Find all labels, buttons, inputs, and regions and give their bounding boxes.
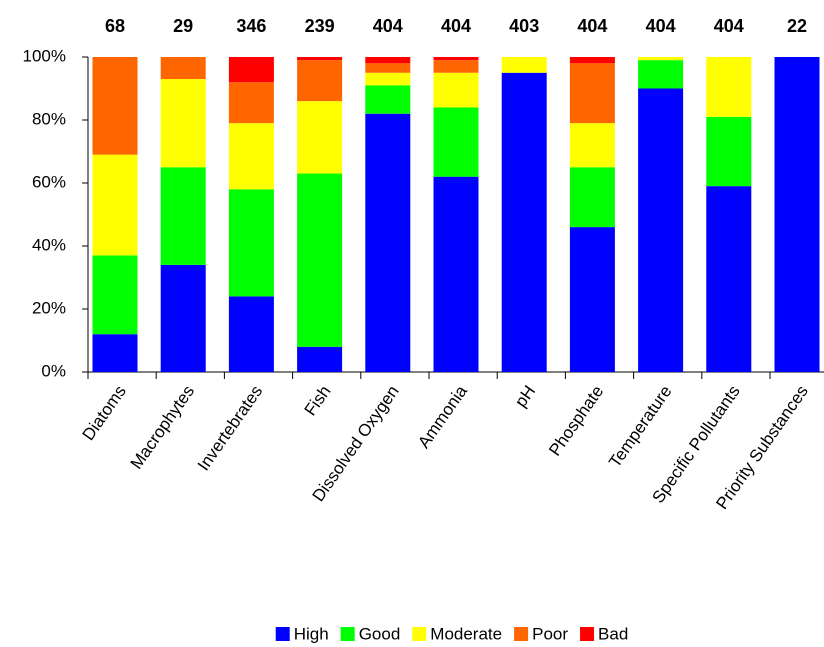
y-tick-label: 80%: [32, 109, 66, 128]
legend-swatch: [412, 627, 427, 641]
bar-segment: [569, 123, 615, 168]
bar-segment: [297, 346, 343, 372]
bar-segment: [638, 88, 684, 372]
y-tick-label: 0%: [41, 361, 66, 380]
bar-segment: [228, 296, 274, 372]
y-tick-label: 40%: [32, 235, 66, 254]
legend-swatch: [580, 627, 595, 641]
legend-label: Bad: [598, 624, 628, 643]
bar-segment: [501, 57, 547, 73]
bar-segment: [569, 63, 615, 124]
bar-segment: [774, 57, 820, 372]
count-label: 404: [646, 16, 676, 36]
legend-swatch: [275, 627, 290, 641]
bar-segment: [297, 101, 343, 174]
bar-segment: [569, 57, 615, 64]
bar-segment: [228, 123, 274, 190]
bar-segment: [569, 167, 615, 228]
x-tick-label: Fish: [301, 382, 335, 419]
bar-segment: [433, 57, 479, 61]
bar-segment: [297, 173, 343, 347]
bar-segment: [160, 264, 206, 372]
y-tick-label: 60%: [32, 172, 66, 191]
x-tick-label: Diatoms: [79, 382, 130, 444]
count-label: 404: [714, 16, 744, 36]
bar-segment: [706, 186, 752, 372]
bar-segment: [569, 227, 615, 372]
legend-label: High: [294, 624, 329, 643]
legend-swatch: [340, 627, 355, 641]
count-label: 239: [305, 16, 335, 36]
bar-segment: [92, 255, 138, 335]
y-tick-label: 20%: [32, 298, 66, 317]
bar-segment: [433, 72, 479, 108]
count-label: 404: [373, 16, 403, 36]
bar-segment: [365, 85, 411, 114]
bar-segment: [433, 176, 479, 372]
x-tick-label: Macrophytes: [127, 382, 198, 473]
bar-segment: [160, 57, 206, 80]
bar-segment: [501, 72, 547, 372]
bar-segment: [433, 107, 479, 177]
count-label: 403: [509, 16, 539, 36]
bar-segment: [297, 57, 343, 61]
count-label: 346: [236, 16, 266, 36]
count-label: 404: [577, 16, 607, 36]
bar-segment: [92, 154, 138, 256]
bar-segment: [365, 63, 411, 73]
legend-label: Poor: [532, 624, 568, 643]
bar-segment: [638, 57, 684, 61]
bar-segment: [365, 113, 411, 372]
bar-segment: [433, 60, 479, 73]
legend-label: Good: [359, 624, 401, 643]
bar-segment: [638, 60, 684, 89]
bar-segment: [92, 57, 138, 155]
count-label: 29: [173, 16, 193, 36]
bar-segment: [365, 72, 411, 86]
x-tick-label: Temperature: [605, 382, 675, 471]
bar-segment: [160, 167, 206, 265]
legend: High Good Moderate Poor Bad: [275, 624, 628, 643]
bar-segment: [706, 116, 752, 187]
bar-segment: [365, 57, 411, 64]
bar-segment: [92, 334, 138, 372]
bar-segment: [297, 60, 343, 102]
count-label: 22: [787, 16, 807, 36]
bar-segment: [228, 57, 274, 83]
y-tick-label: 100%: [23, 46, 66, 65]
legend-label: Moderate: [430, 624, 502, 643]
x-tick-label: Ammonia: [414, 382, 471, 452]
bar-segment: [706, 57, 752, 117]
bar-segment: [228, 82, 274, 124]
count-label: 68: [105, 16, 125, 36]
count-label: 404: [441, 16, 471, 36]
bar-segment: [228, 189, 274, 297]
x-tick-label: Phosphate: [545, 382, 607, 459]
x-tick-label: Invertebrates: [194, 382, 266, 474]
x-tick-label: pH: [511, 382, 539, 411]
legend-swatch: [514, 627, 529, 641]
bar-segment: [160, 79, 206, 168]
